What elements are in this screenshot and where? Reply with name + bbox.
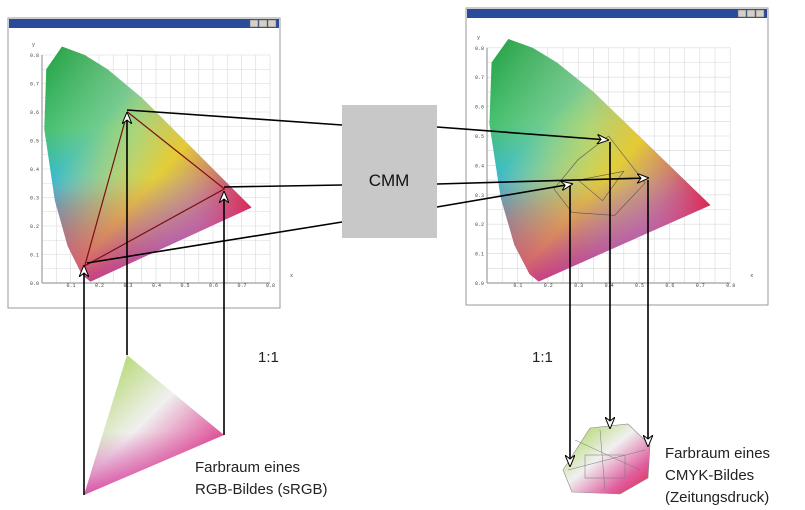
y-axis-label: y bbox=[477, 35, 480, 41]
window-button bbox=[746, 9, 756, 18]
y-tick-label: 0.4 bbox=[475, 163, 484, 169]
arrow bbox=[436, 178, 648, 185]
line bbox=[86, 221, 343, 264]
window-button bbox=[267, 19, 277, 28]
x-tick-label: 0.3 bbox=[574, 283, 583, 289]
cmm-label: CMM bbox=[369, 171, 410, 190]
window-button bbox=[755, 9, 765, 18]
y-tick-label: 0.8 bbox=[30, 53, 39, 59]
ratio-label: 1:1 bbox=[258, 349, 279, 366]
x-tick-label: 0.5 bbox=[181, 283, 190, 289]
x-axis-label: x bbox=[290, 273, 293, 279]
y-tick-label: 0.4 bbox=[30, 167, 39, 173]
y-tick-label: 0.7 bbox=[475, 75, 484, 81]
y-tick-label: 0.3 bbox=[30, 196, 39, 202]
x-tick-label: 0.8 bbox=[726, 283, 735, 289]
cmyk-wire bbox=[567, 429, 646, 491]
x-tick-label: 0.7 bbox=[238, 283, 247, 289]
window-button bbox=[737, 9, 747, 18]
x-axis-label: x bbox=[750, 273, 753, 279]
arrow bbox=[436, 184, 572, 208]
line bbox=[126, 109, 343, 126]
x-tick-label: 0.8 bbox=[266, 283, 275, 289]
y-tick-label: 0.6 bbox=[475, 105, 484, 111]
line bbox=[223, 184, 343, 188]
x-tick-label: 0.6 bbox=[209, 283, 218, 289]
x-tick-label: 0.5 bbox=[635, 283, 644, 289]
spectral-locus bbox=[489, 38, 711, 282]
window-button bbox=[249, 19, 259, 28]
x-tick-label: 0.2 bbox=[95, 283, 104, 289]
x-tick-label: 0.1 bbox=[67, 283, 76, 289]
x-tick-label: 0.7 bbox=[696, 283, 705, 289]
connectors bbox=[84, 109, 648, 495]
y-tick-label: 0.0 bbox=[475, 281, 484, 287]
x-tick-label: 0.3 bbox=[124, 283, 133, 289]
y-tick-label: 0.2 bbox=[475, 222, 484, 228]
y-tick-label: 0.1 bbox=[30, 253, 39, 259]
window-button bbox=[258, 19, 268, 28]
x-tick-label: 0.4 bbox=[605, 283, 614, 289]
title-bar bbox=[467, 9, 767, 18]
y-tick-label: 0.8 bbox=[475, 46, 484, 52]
y-tick-label: 0.6 bbox=[30, 110, 39, 116]
x-tick-label: 0.4 bbox=[152, 283, 161, 289]
cmm-box bbox=[342, 105, 437, 238]
y-tick-label: 0.0 bbox=[30, 281, 39, 287]
y-axis-label: y bbox=[32, 42, 35, 48]
x-tick-label: 0.1 bbox=[513, 283, 522, 289]
y-tick-label: 0.5 bbox=[475, 134, 484, 140]
srgb-triangle bbox=[83, 110, 226, 268]
x-tick-label: 0.2 bbox=[544, 283, 553, 289]
caption: (Zeitungsdruck) bbox=[665, 489, 769, 506]
y-tick-label: 0.2 bbox=[30, 224, 39, 230]
y-tick-label: 0.1 bbox=[475, 252, 484, 258]
caption: Farbraum eines bbox=[195, 459, 300, 476]
rgb-gamut-shade bbox=[84, 355, 224, 495]
arrow bbox=[436, 126, 608, 140]
caption: RGB-Bildes (sRGB) bbox=[195, 481, 328, 498]
cmyk-gamut bbox=[562, 423, 651, 495]
caption: CMYK-Bildes bbox=[665, 467, 754, 484]
y-tick-label: 0.7 bbox=[30, 82, 39, 88]
x-tick-label: 0.6 bbox=[665, 283, 674, 289]
caption: Farbraum eines bbox=[665, 445, 770, 462]
y-tick-label: 0.3 bbox=[475, 193, 484, 199]
ratio-label: 1:1 bbox=[532, 349, 553, 366]
y-tick-label: 0.5 bbox=[30, 139, 39, 145]
spectral-locus bbox=[44, 46, 252, 282]
title-bar bbox=[9, 19, 279, 28]
